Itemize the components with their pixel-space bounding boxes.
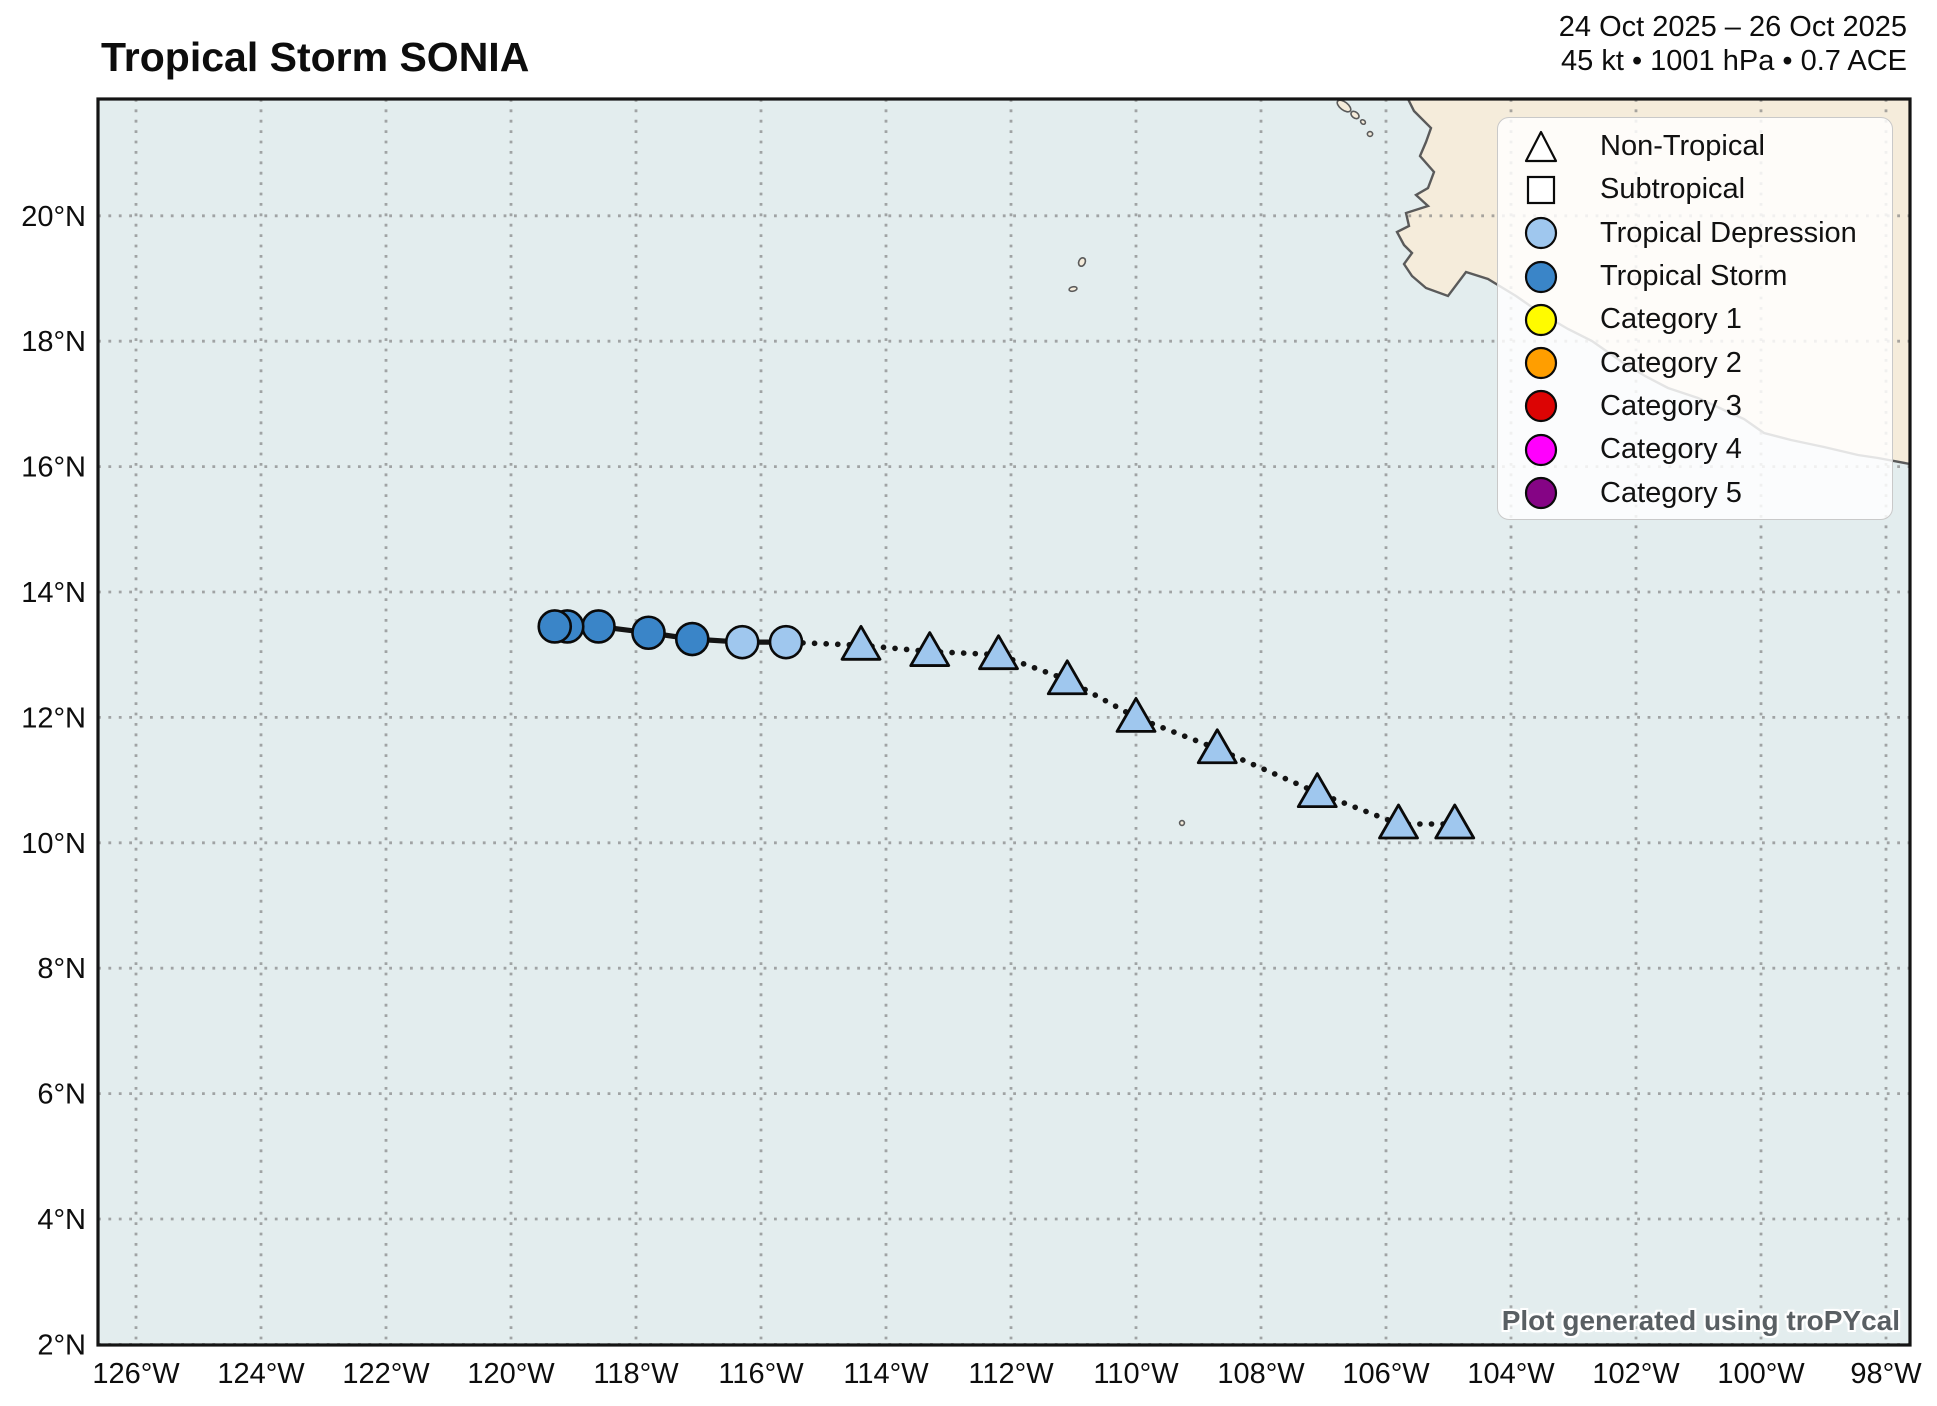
track-point-non-tropical xyxy=(1115,697,1157,733)
x-tick-label: 114°W xyxy=(843,1358,929,1390)
tropical-storm-marker-icon xyxy=(1524,260,1558,293)
y-tick-label: 20°N xyxy=(21,201,86,233)
track-point-non-tropical xyxy=(1434,803,1476,840)
y-tick-label: 12°N xyxy=(21,702,86,734)
track-point-tropical-depression xyxy=(768,624,804,660)
y-tick-label: 14°N xyxy=(21,577,86,609)
track-point-non-tropical xyxy=(1046,659,1088,696)
legend-item-tropical-storm: Tropical Storm xyxy=(1498,255,1892,298)
legend-label-category-4: Category 4 xyxy=(1600,433,1742,466)
track-point-non-tropical xyxy=(1378,803,1419,840)
legend-item-category-3: Category 3 xyxy=(1498,385,1892,428)
track-point-non-tropical xyxy=(909,631,951,667)
subtropical-marker-icon xyxy=(1526,175,1556,205)
legend-item-tropical-depression: Tropical Depression xyxy=(1498,212,1892,255)
x-tick-label: 116°W xyxy=(718,1358,804,1390)
category-1-marker-icon xyxy=(1524,303,1558,336)
legend-item-category-4: Category 4 xyxy=(1498,428,1892,471)
legend-label-category-5: Category 5 xyxy=(1600,476,1742,509)
x-tick-label: 110°W xyxy=(1093,1358,1179,1390)
x-tick-label: 120°W xyxy=(467,1358,555,1390)
island xyxy=(1077,256,1087,268)
track-point-tropical-storm xyxy=(631,615,666,651)
island xyxy=(1359,118,1367,126)
non-tropical-marker-icon xyxy=(1524,130,1558,162)
x-tick-label: 112°W xyxy=(968,1358,1054,1390)
island xyxy=(1178,819,1186,827)
x-tick-label: 122°W xyxy=(342,1358,430,1390)
y-tick-label: 16°N xyxy=(21,452,86,484)
category-2-marker-icon xyxy=(1524,347,1558,380)
storm-summary: 24 Oct 2025 – 26 Oct 2025 45 kt • 1001 h… xyxy=(1559,10,1907,78)
track-segment xyxy=(1064,676,1139,721)
x-tick-label: 98°W xyxy=(1850,1358,1922,1390)
y-tick-label: 18°N xyxy=(21,326,86,358)
x-tick-label: 108°W xyxy=(1217,1358,1305,1390)
track-point-non-tropical xyxy=(1196,728,1238,765)
legend-label-tropical-storm: Tropical Storm xyxy=(1600,260,1788,293)
page-title: Tropical Storm SONIA xyxy=(101,34,530,80)
legend: Non-Tropical Subtropical Tropical Depressi… xyxy=(1497,117,1893,520)
category-3-marker-icon xyxy=(1524,390,1558,423)
watermark: Plot generated using troPYcal xyxy=(1501,1305,1900,1336)
y-tick-label: 10°N xyxy=(21,828,86,860)
track-point-non-tropical xyxy=(978,634,1019,671)
x-tick-label: 106°W xyxy=(1342,1358,1430,1390)
legend-item-category-2: Category 2 xyxy=(1498,341,1892,384)
legend-item-category-1: Category 1 xyxy=(1498,298,1892,341)
legend-item-category-5: Category 5 xyxy=(1498,471,1892,514)
x-tick-label: 118°W xyxy=(593,1358,679,1390)
y-tick-label: 4°N xyxy=(37,1204,86,1236)
legend-label-tropical-depression: Tropical Depression xyxy=(1600,216,1857,249)
x-tick-label: 124°W xyxy=(217,1358,305,1390)
legend-label-non-tropical: Non-Tropical xyxy=(1600,130,1765,163)
track-point-tropical-depression xyxy=(724,624,760,660)
island xyxy=(1366,130,1374,138)
island xyxy=(1336,99,1352,113)
legend-label-subtropical: Subtropical xyxy=(1600,173,1746,206)
island xyxy=(1068,285,1078,293)
track-point-non-tropical xyxy=(840,624,882,661)
track-point-non-tropical xyxy=(1296,772,1338,809)
track-point-tropical-storm xyxy=(537,609,573,644)
y-tick-label: 2°N xyxy=(37,1329,86,1361)
x-tick-label: 126°W xyxy=(92,1358,180,1390)
legend-label-category-2: Category 2 xyxy=(1600,346,1742,379)
category-4-marker-icon xyxy=(1524,433,1558,466)
legend-item-subtropical: Subtropical xyxy=(1498,168,1892,211)
y-tick-label: 8°N xyxy=(37,953,86,985)
date-range: 24 Oct 2025 – 26 Oct 2025 xyxy=(1558,11,1907,43)
legend-item-non-tropical: Non-Tropical xyxy=(1498,125,1892,168)
tropical-depression-marker-icon xyxy=(1524,217,1558,250)
x-tick-label: 100°W xyxy=(1717,1358,1805,1390)
track-point-tropical-storm xyxy=(674,621,710,657)
x-tick-label: 104°W xyxy=(1467,1358,1555,1390)
category-5-marker-icon xyxy=(1524,476,1558,510)
legend-label-category-3: Category 3 xyxy=(1600,389,1742,422)
track-segment xyxy=(995,651,1071,683)
track-segment xyxy=(783,639,864,649)
x-tick-label: 102°W xyxy=(1592,1358,1680,1390)
track-point-tropical-storm xyxy=(581,609,616,644)
y-tick-label: 6°N xyxy=(37,1079,86,1111)
legend-label-category-1: Category 1 xyxy=(1600,303,1742,336)
peak-stats: 45 kt • 1001 hPa • 0.7 ACE xyxy=(1561,45,1907,77)
island xyxy=(1350,110,1360,120)
map-border xyxy=(96,97,1912,1347)
